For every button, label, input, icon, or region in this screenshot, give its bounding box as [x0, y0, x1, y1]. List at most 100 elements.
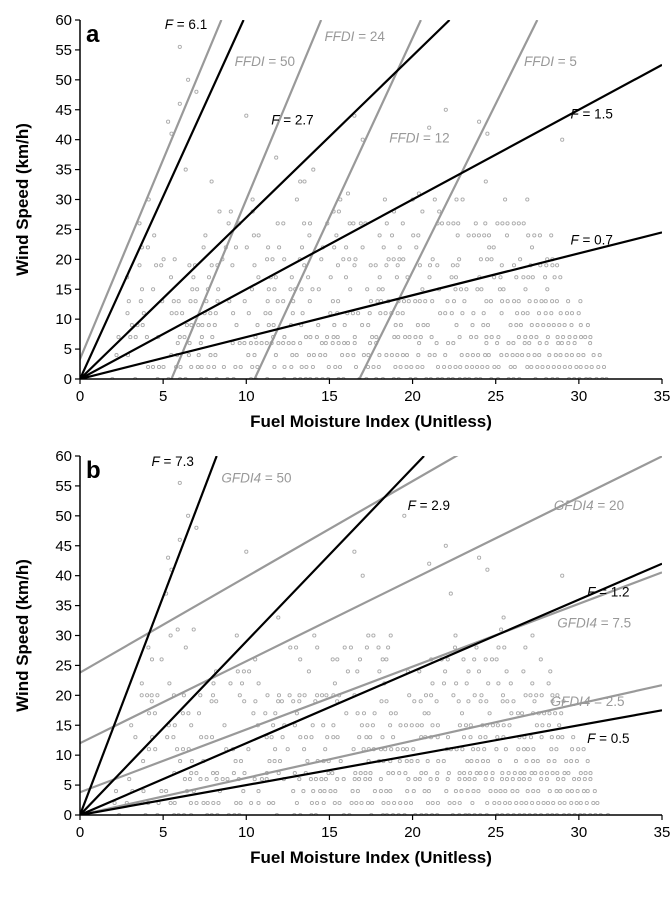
data-point [252, 353, 257, 358]
data-point [352, 777, 357, 782]
data-point [390, 771, 396, 776]
data-point [518, 323, 523, 328]
data-point [126, 299, 131, 304]
data-point [343, 275, 349, 280]
data-point [588, 777, 593, 782]
y-tick-label: 5 [64, 777, 72, 794]
data-point [430, 681, 435, 686]
data-point [256, 800, 261, 806]
outlier-point [177, 101, 182, 106]
data-point [360, 245, 365, 250]
data-point [312, 633, 317, 638]
data-point [562, 323, 567, 328]
data-point [484, 812, 489, 815]
index-line-gfdi4-50 [80, 456, 459, 674]
data-point [195, 287, 200, 292]
data-point [554, 747, 559, 752]
data-point [169, 311, 174, 316]
data-point [557, 723, 562, 728]
x-tick-label: 15 [321, 824, 338, 841]
data-point [530, 633, 535, 638]
data-point [137, 263, 142, 268]
data-point [454, 323, 459, 328]
data-point [358, 771, 363, 776]
data-point [310, 364, 315, 370]
data-point [510, 789, 515, 794]
data-point [485, 800, 490, 806]
data-point [484, 299, 489, 304]
data-point [244, 245, 249, 250]
data-point [143, 812, 148, 815]
data-point [479, 287, 484, 292]
data-point [441, 759, 446, 764]
data-point [141, 789, 146, 794]
data-point [377, 275, 382, 280]
data-point [393, 323, 398, 328]
data-point [495, 723, 500, 728]
data-point [309, 812, 314, 815]
data-point [265, 693, 270, 698]
outlier-point [352, 549, 357, 554]
data-point [523, 335, 528, 340]
data-point [478, 699, 483, 704]
data-point [353, 364, 359, 370]
data-point [161, 257, 166, 262]
data-point [490, 777, 495, 782]
index-line-label: GFDI4 = 50 [221, 470, 291, 485]
data-point [242, 299, 247, 304]
data-point [422, 789, 427, 794]
data-point [117, 812, 122, 815]
data-point [214, 699, 219, 704]
data-point [232, 812, 237, 815]
data-point [459, 711, 465, 716]
data-point [361, 353, 366, 358]
x-tick-label: 35 [654, 388, 670, 405]
data-point [181, 693, 186, 698]
y-tick-label: 35 [55, 162, 72, 179]
data-point [220, 777, 225, 782]
data-point [159, 789, 164, 794]
data-point [347, 257, 352, 262]
data-point [175, 341, 180, 346]
y-tick-label: 25 [55, 221, 72, 238]
data-point [520, 353, 525, 358]
data-point [403, 723, 409, 728]
data-point [544, 777, 550, 782]
data-point [275, 221, 280, 226]
data-point [444, 789, 449, 794]
data-point [168, 275, 174, 280]
data-point [294, 353, 299, 358]
data-point [112, 800, 117, 806]
data-point [533, 771, 538, 776]
data-point [354, 800, 359, 806]
data-point [294, 800, 299, 806]
outlier-point [194, 89, 199, 94]
data-point [196, 353, 201, 358]
data-point [315, 693, 320, 698]
data-point [500, 299, 505, 304]
data-point [303, 735, 309, 740]
data-point [492, 364, 497, 370]
data-point [514, 275, 519, 280]
data-point [357, 777, 362, 782]
data-point [377, 669, 382, 674]
data-point [215, 299, 220, 304]
data-point [241, 789, 246, 794]
data-point [177, 335, 182, 340]
outlier-point [177, 537, 182, 542]
data-point [467, 812, 472, 815]
data-point [471, 747, 476, 752]
data-point [405, 789, 410, 794]
data-point [451, 299, 457, 304]
data-point [484, 335, 489, 340]
data-point [332, 681, 337, 686]
data-point [337, 800, 342, 806]
data-point [527, 299, 532, 304]
data-point [576, 353, 581, 358]
data-point [238, 800, 243, 806]
data-point [576, 311, 581, 316]
data-point [450, 263, 455, 268]
y-tick-label: 55 [55, 478, 72, 495]
data-point [472, 693, 477, 698]
data-point [183, 167, 188, 172]
